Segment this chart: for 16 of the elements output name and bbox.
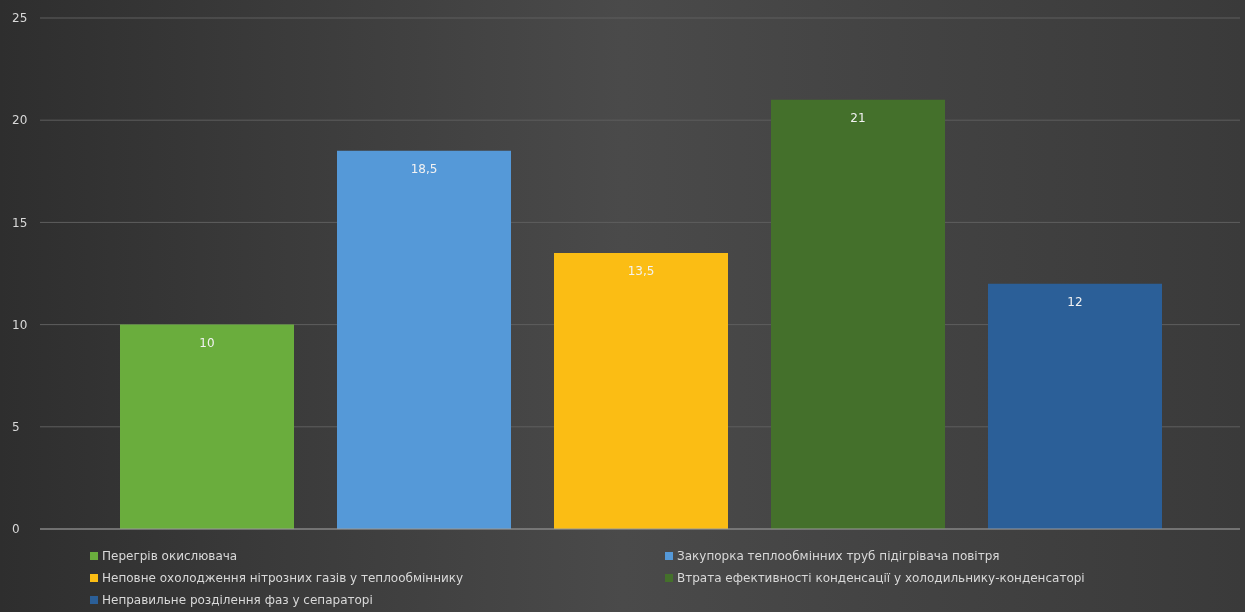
legend-label: Втрата ефективності конденсації у холодильнику-конденсаторі bbox=[677, 571, 1085, 585]
y-tick-label: 25 bbox=[12, 11, 28, 26]
data-label: 21 bbox=[850, 110, 866, 125]
data-label: 12 bbox=[1067, 294, 1083, 309]
y-tick-label: 20 bbox=[12, 113, 28, 128]
y-tick-label: 0 bbox=[12, 522, 20, 537]
data-label: 13,5 bbox=[627, 264, 655, 279]
legend-label: Неповне охолодження нітрозних газів у теплообміннику bbox=[102, 571, 464, 585]
legend-label: Закупорка теплообмінних труб підігрівача повітря bbox=[677, 549, 1000, 563]
data-label: 18,5 bbox=[410, 161, 438, 176]
data-label: 10 bbox=[199, 335, 215, 350]
y-tick-label: 10 bbox=[12, 317, 28, 332]
y-tick-label: 5 bbox=[12, 420, 20, 435]
legend-label: Неправильне розділення фаз у сепараторі bbox=[102, 593, 373, 607]
y-tick-label: 15 bbox=[12, 215, 28, 230]
legend-label: Перегрів окислювача bbox=[102, 549, 238, 563]
